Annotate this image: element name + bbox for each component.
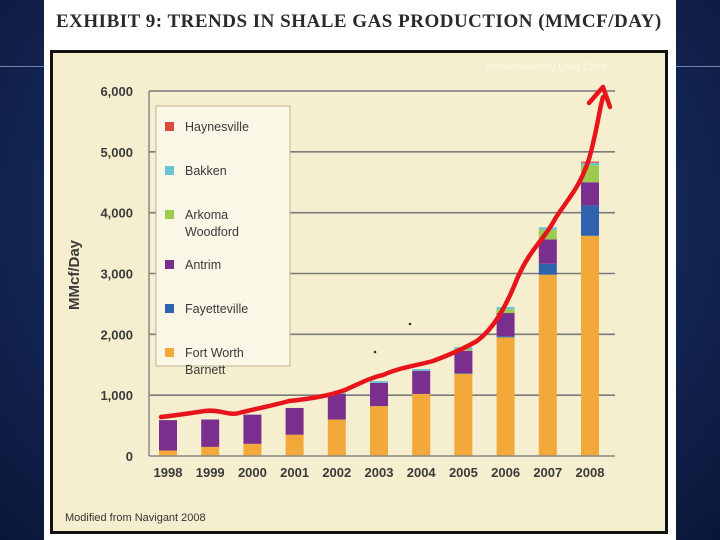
y-tick-label: 5,000 xyxy=(100,145,133,160)
axes xyxy=(148,91,615,457)
y-tick-labels: 0 1,000 2,000 3,000 4,000 5,000 6,000 xyxy=(100,84,133,464)
y-tick-label: 0 xyxy=(126,449,133,464)
legend-label-fort_worth_barnett: Fort Worth xyxy=(185,346,244,360)
bar-segment-bakken-2003 xyxy=(370,381,388,383)
bar-segment-antrim-2005 xyxy=(454,350,473,374)
bar-segment-fort_worth_barnett-1998 xyxy=(159,450,177,456)
y-tick-label: 2,000 xyxy=(100,327,133,342)
bar-segment-antrim-2004 xyxy=(412,370,431,394)
y-tick-label: 1,000 xyxy=(100,388,133,403)
legend-label-antrim: Antrim xyxy=(185,258,221,272)
x-tick-label: 2006 xyxy=(491,465,520,480)
speck-mark xyxy=(373,350,377,354)
bar-segment-antrim-2002 xyxy=(327,393,346,420)
bar-segment-arkoma_woodford-2006 xyxy=(496,309,515,314)
legend-swatch-fayetteville xyxy=(165,304,174,313)
bar-segment-antrim-2000 xyxy=(243,414,262,444)
source-note: Modified from Navigant 2008 xyxy=(65,512,206,524)
legend-label-arkoma_woodford: Woodford xyxy=(185,225,239,239)
watermark: Presentation by Dora Chen xyxy=(486,62,607,73)
bar-segment-bakken-2004 xyxy=(412,369,431,371)
bar-segment-fayetteville-2007 xyxy=(538,263,557,275)
x-tick-label: 2000 xyxy=(238,465,267,480)
x-tick-label: 2002 xyxy=(322,465,351,480)
x-tick-label: 2003 xyxy=(365,465,394,480)
bar-segment-fayetteville-2005 xyxy=(454,373,473,374)
legend: Haynesville Bakken Arkoma Woodford Antrim Fay… xyxy=(155,105,291,377)
legend-swatch-bakken xyxy=(165,166,174,175)
y-tick-label: 6,000 xyxy=(100,84,133,99)
bar-segment-fort_worth_barnett-2007 xyxy=(538,274,557,456)
x-tick-label: 1998 xyxy=(154,465,183,480)
legend-label-haynesville: Haynesville xyxy=(185,120,249,134)
y-tick-label: 3,000 xyxy=(100,267,133,282)
y-axis-label: MMcf/Day xyxy=(66,239,83,310)
x-tick-label: 2004 xyxy=(407,465,437,480)
bar-segment-fort_worth_barnett-2003 xyxy=(370,406,388,456)
bar-segment-antrim-2008 xyxy=(581,182,599,206)
legend-swatch-fort_worth_barnett xyxy=(165,348,174,357)
legend-box xyxy=(155,105,291,367)
x-tick-label: 2001 xyxy=(280,465,309,480)
x-tick-label: 2005 xyxy=(449,465,478,480)
bar-segment-antrim-1998 xyxy=(159,420,177,451)
shale-gas-chart: 0 1,000 2,000 3,000 4,000 5,000 6,000 1998 1999… xyxy=(65,84,615,524)
bar-segment-fort_worth_barnett-2005 xyxy=(454,373,473,456)
bar-segment-fort_worth_barnett-2004 xyxy=(412,393,431,456)
bar-segment-fayetteville-2008 xyxy=(581,205,599,236)
bar-segment-fort_worth_barnett-2006 xyxy=(496,337,515,456)
exhibit-title: EXHIBIT 9: TRENDS IN SHALE GAS PRODUCTIO… xyxy=(56,11,662,32)
x-tick-labels: 1998 1999 2000 2001 2002 2003 2004 2005 2006 2007… xyxy=(154,465,605,480)
legend-swatch-haynesville xyxy=(165,122,174,131)
trend-arrow-head xyxy=(586,84,613,110)
legend-swatch-antrim xyxy=(165,260,174,269)
slide-rule-left xyxy=(0,66,44,67)
bar-segment-fort_worth_barnett-2002 xyxy=(327,419,346,456)
y-tick-label: 4,000 xyxy=(100,206,133,221)
bar-segment-fayetteville-2006 xyxy=(496,336,515,338)
trend-arrow-line xyxy=(158,94,606,420)
x-tick-label: 2008 xyxy=(576,465,605,480)
bar-segment-antrim-2001 xyxy=(285,407,304,435)
bar-segment-antrim-2006 xyxy=(496,313,515,337)
speck-mark xyxy=(408,322,412,326)
bar-segment-antrim-2003 xyxy=(370,383,388,407)
chart-frame: 0 1,000 2,000 3,000 4,000 5,000 6,000 1998 1999… xyxy=(50,50,668,534)
bar-segment-bakken-2008 xyxy=(581,162,599,166)
legend-label-bakken: Bakken xyxy=(185,164,227,178)
bar-segment-fort_worth_barnett-2008 xyxy=(581,235,599,456)
legend-label-fort_worth_barnett: Barnett xyxy=(185,363,226,377)
bar-segment-fort_worth_barnett-2001 xyxy=(285,434,304,456)
trend-arrow xyxy=(158,84,613,420)
legend-label-arkoma_woodford: Arkoma xyxy=(185,208,228,222)
bar-segment-antrim-2007 xyxy=(538,239,557,264)
x-tick-label: 1999 xyxy=(196,465,225,480)
bar-segment-fort_worth_barnett-1999 xyxy=(201,446,220,456)
bar-segment-fort_worth_barnett-2000 xyxy=(243,443,262,456)
legend-label-fayetteville: Fayetteville xyxy=(185,302,248,316)
bar-segment-antrim-1999 xyxy=(201,419,220,447)
slide-rule-right xyxy=(676,66,720,67)
x-tick-label: 2007 xyxy=(533,465,562,480)
legend-swatch-arkoma_woodford xyxy=(165,210,174,219)
